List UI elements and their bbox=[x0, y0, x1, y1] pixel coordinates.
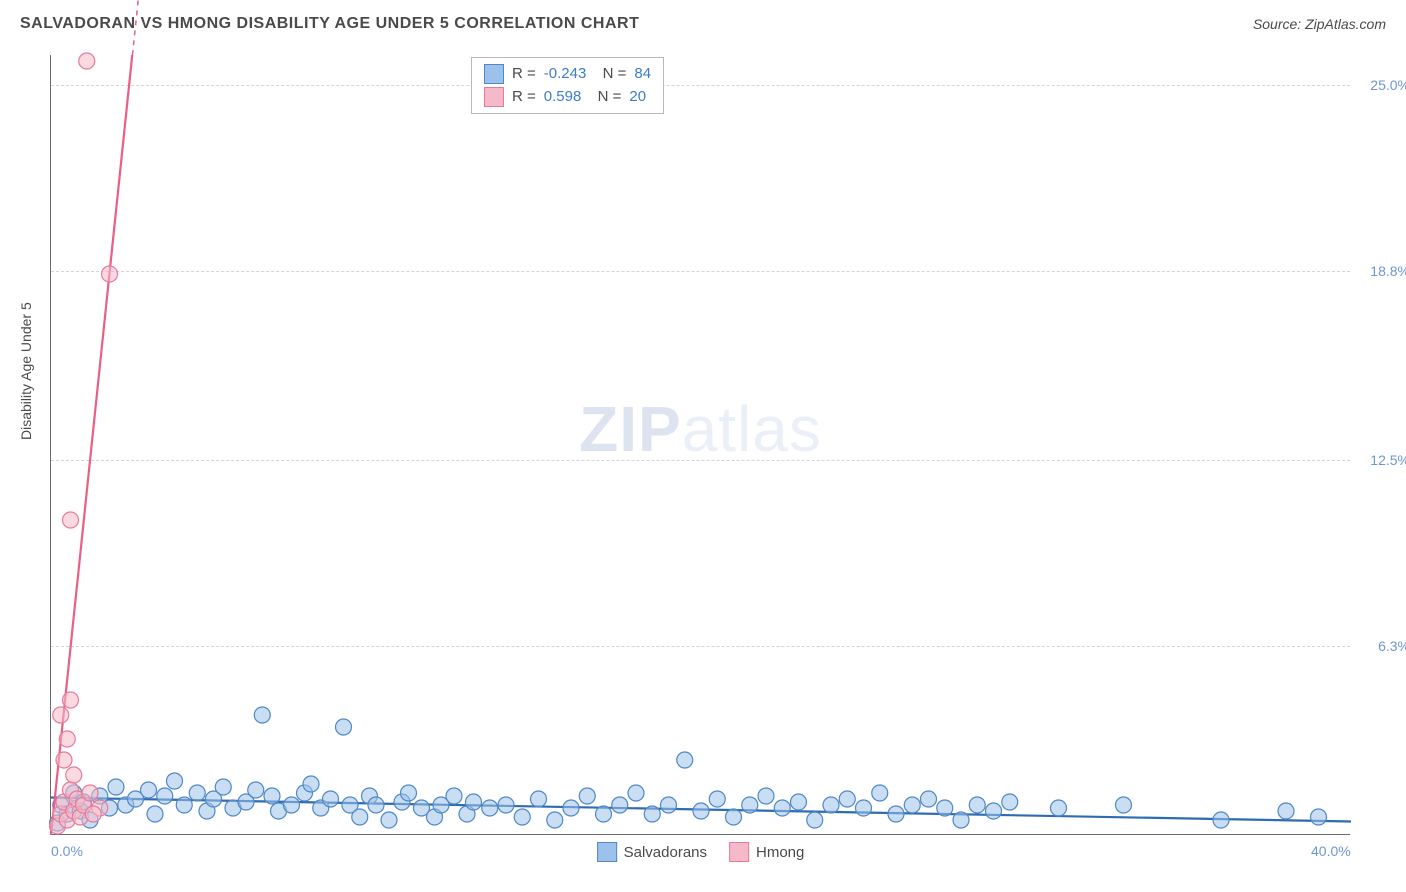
data-point bbox=[248, 782, 264, 798]
data-point bbox=[986, 803, 1002, 819]
y-tick-label: 25.0% bbox=[1355, 77, 1406, 93]
data-point bbox=[368, 797, 384, 813]
data-point bbox=[579, 788, 595, 804]
title-bar: SALVADORAN VS HMONG DISABILITY AGE UNDER… bbox=[0, 0, 1406, 40]
data-point bbox=[1311, 809, 1327, 825]
series-legend: Salvadorans Hmong bbox=[597, 842, 805, 862]
data-point bbox=[839, 791, 855, 807]
data-point bbox=[85, 806, 101, 822]
data-point bbox=[352, 809, 368, 825]
data-point bbox=[1213, 812, 1229, 828]
data-point bbox=[774, 800, 790, 816]
data-point bbox=[53, 707, 69, 723]
swatch-hmong bbox=[729, 842, 749, 862]
data-point bbox=[482, 800, 498, 816]
data-point bbox=[742, 797, 758, 813]
data-point bbox=[264, 788, 280, 804]
data-point bbox=[189, 785, 205, 801]
data-point bbox=[709, 791, 725, 807]
data-point bbox=[446, 788, 462, 804]
data-point bbox=[563, 800, 579, 816]
legend-label: Salvadorans bbox=[624, 844, 707, 861]
data-point bbox=[661, 797, 677, 813]
data-point bbox=[596, 806, 612, 822]
data-point bbox=[466, 794, 482, 810]
data-point bbox=[531, 791, 547, 807]
data-point bbox=[791, 794, 807, 810]
data-point bbox=[215, 779, 231, 795]
data-point bbox=[856, 800, 872, 816]
data-point bbox=[66, 767, 82, 783]
y-axis-label: Disability Age Under 5 bbox=[18, 302, 34, 440]
data-point bbox=[823, 797, 839, 813]
data-point bbox=[79, 53, 95, 69]
data-point bbox=[63, 512, 79, 528]
data-point bbox=[514, 809, 530, 825]
source-attribution: Source: ZipAtlas.com bbox=[1253, 16, 1386, 32]
data-point bbox=[1051, 800, 1067, 816]
data-point bbox=[937, 800, 953, 816]
data-point bbox=[677, 752, 693, 768]
data-point bbox=[254, 707, 270, 723]
data-point bbox=[82, 785, 98, 801]
data-point bbox=[872, 785, 888, 801]
data-point bbox=[323, 791, 339, 807]
data-point bbox=[176, 797, 192, 813]
data-point bbox=[1278, 803, 1294, 819]
data-point bbox=[612, 797, 628, 813]
data-point bbox=[888, 806, 904, 822]
data-point bbox=[102, 266, 118, 282]
data-point bbox=[303, 776, 319, 792]
data-point bbox=[693, 803, 709, 819]
data-point bbox=[141, 782, 157, 798]
data-point bbox=[59, 731, 75, 747]
y-tick-label: 6.3% bbox=[1355, 638, 1406, 654]
chart-svg bbox=[51, 55, 1350, 834]
data-point bbox=[921, 791, 937, 807]
data-point bbox=[147, 806, 163, 822]
legend-item-salvadoran: Salvadorans bbox=[597, 842, 707, 862]
data-point bbox=[644, 806, 660, 822]
legend-item-hmong: Hmong bbox=[729, 842, 804, 862]
data-point bbox=[758, 788, 774, 804]
data-point bbox=[284, 797, 300, 813]
y-tick-label: 18.8% bbox=[1355, 263, 1406, 279]
data-point bbox=[56, 752, 72, 768]
data-point bbox=[381, 812, 397, 828]
data-point bbox=[157, 788, 173, 804]
data-point bbox=[401, 785, 417, 801]
data-point bbox=[498, 797, 514, 813]
data-point bbox=[167, 773, 183, 789]
data-point bbox=[1116, 797, 1132, 813]
x-tick-label: 0.0% bbox=[51, 843, 83, 859]
data-point bbox=[904, 797, 920, 813]
data-point bbox=[726, 809, 742, 825]
data-point bbox=[969, 797, 985, 813]
plot-area: ZIPatlas 6.3%12.5%18.8%25.0% 0.0%40.0% R… bbox=[50, 55, 1350, 835]
data-point bbox=[953, 812, 969, 828]
data-point bbox=[807, 812, 823, 828]
data-point bbox=[108, 779, 124, 795]
chart-title: SALVADORAN VS HMONG DISABILITY AGE UNDER… bbox=[20, 15, 639, 33]
x-tick-label: 40.0% bbox=[1311, 843, 1351, 859]
legend-label: Hmong bbox=[756, 844, 804, 861]
data-point bbox=[628, 785, 644, 801]
data-point bbox=[336, 719, 352, 735]
data-point bbox=[1002, 794, 1018, 810]
data-point bbox=[547, 812, 563, 828]
data-point bbox=[63, 692, 79, 708]
y-tick-label: 12.5% bbox=[1355, 452, 1406, 468]
swatch-salvadoran bbox=[597, 842, 617, 862]
